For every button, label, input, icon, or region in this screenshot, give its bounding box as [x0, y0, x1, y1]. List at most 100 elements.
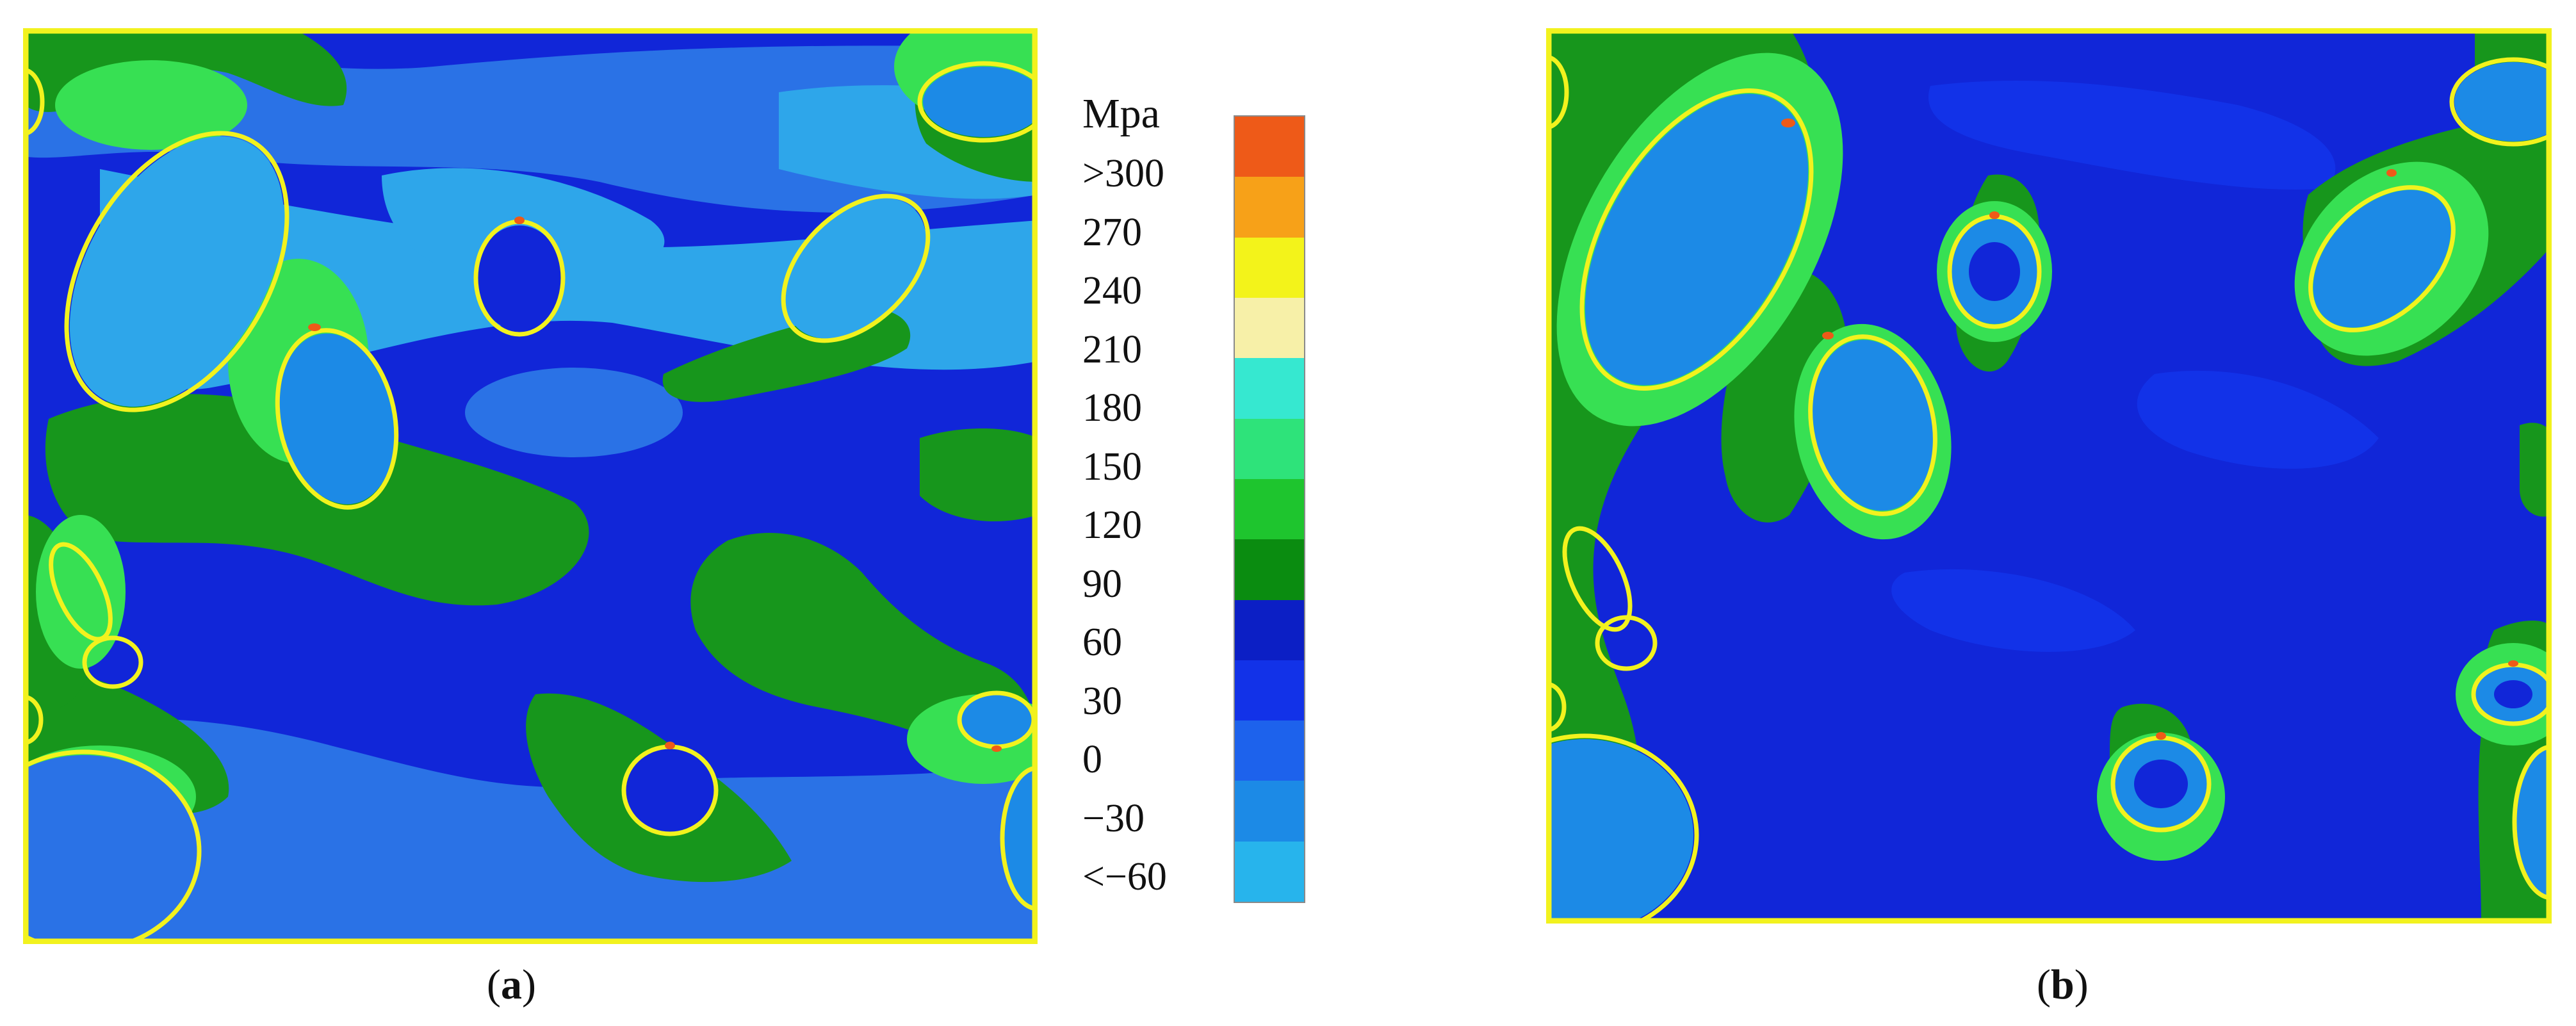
fiber-outline-b6a [1562, 526, 1633, 632]
legend-swatch [1235, 721, 1304, 781]
legend-label: 30 [1082, 679, 1122, 723]
legend-swatch [1235, 177, 1304, 238]
patch-blue-top [1928, 80, 2336, 190]
legend-label: 150 [1082, 444, 1142, 489]
fiber-interior-b4 [1812, 339, 1934, 511]
legend-label: 270 [1082, 210, 1142, 254]
fiber-core-b7 [2134, 760, 2188, 808]
hotspot [514, 216, 525, 224]
zone-green-right-sliver [2520, 423, 2552, 517]
panel-frame-b [1546, 28, 2552, 924]
fiber-outline-b1 [2449, 57, 2552, 147]
fiber-outline-a4 [275, 328, 399, 510]
fiber-interior-a1 [923, 67, 1038, 137]
fiber-interior-b2 [1585, 94, 1809, 386]
fiber-outline-b0 [1546, 54, 1569, 130]
contour-map-a [23, 28, 1038, 944]
legend-swatch [1235, 539, 1304, 600]
fiber-interior-a8 [961, 694, 1032, 745]
legend-label: >300 [1082, 152, 1164, 195]
hotspot [1781, 118, 1795, 127]
legend-swatch [1235, 841, 1304, 902]
fiber-outline-b5 [2308, 185, 2456, 332]
legend-unit: Mpa [1082, 90, 1160, 137]
fiber-interior-b5 [2313, 190, 2451, 328]
legend-label: 90 [1082, 562, 1122, 606]
fiber-interior-a7 [625, 749, 715, 832]
legend-swatch [1235, 358, 1304, 419]
hotspot [665, 742, 675, 749]
caption-letter: b [2050, 961, 2075, 1008]
legend-label: <−60 [1082, 855, 1167, 899]
legend-label: 0 [1082, 738, 1102, 781]
patch-blue-right [2137, 370, 2379, 469]
fiber-outline-a5 [781, 193, 931, 343]
fiber-outline-b2 [1579, 88, 1814, 391]
caption-close: ) [521, 961, 536, 1008]
fiber-interior-a9 [23, 755, 199, 944]
legend-label: 120 [1082, 503, 1142, 547]
legend-label: 60 [1082, 621, 1122, 664]
hotspot [308, 323, 321, 331]
contour-panel-b [1546, 28, 2552, 924]
zone-green-right-edge [920, 428, 1038, 521]
caption-open: ( [2037, 961, 2051, 1008]
patch-blue-center [1891, 569, 2135, 652]
caption-close: ) [2074, 961, 2089, 1008]
fiber-interior-b1 [2454, 62, 2552, 142]
fiber-interior-a2 [69, 136, 284, 407]
fiber-interior-a4 [279, 333, 395, 505]
legend-swatch [1235, 660, 1304, 721]
contour-panel-a [23, 28, 1038, 944]
band-mid-blue-bottom [23, 719, 1038, 944]
legend-swatch [1235, 599, 1304, 660]
fiber-outline-a1 [917, 61, 1038, 143]
legend-swatch [1235, 237, 1304, 298]
contour-map-b [1546, 28, 2552, 924]
halo-fiber-a6 [36, 515, 126, 669]
fiber-interior-a10 [1002, 768, 1038, 909]
fiber-outline-a0 [23, 67, 45, 136]
legend-swatch [1235, 478, 1304, 540]
panel-frame-a [23, 28, 1038, 944]
fiber-outline-b4 [1808, 334, 1937, 516]
fiber-interior-b10 [2515, 747, 2552, 898]
fiber-outline-a6b [82, 635, 143, 689]
fiber-interior-b9 [1546, 739, 1693, 924]
fiber-interior-a5 [785, 198, 926, 339]
fiber-core-b8 [2494, 680, 2532, 708]
legend-label: −30 [1082, 796, 1145, 840]
fiber-outline-a6c [23, 694, 44, 745]
patch-mid-blue-center [465, 368, 683, 457]
legend-swatch [1235, 781, 1304, 842]
hotspot [2508, 660, 2518, 667]
fiber-outline-b10 [2512, 744, 2552, 900]
fiber-outline-b9 [1546, 733, 1699, 924]
caption-open: ( [487, 961, 501, 1008]
legend-swatch [1235, 418, 1304, 479]
caption-panel-a: (a) [487, 961, 536, 1009]
legend-color-bar [1234, 115, 1305, 903]
hotspot [1989, 211, 2000, 219]
hotspot [2156, 732, 2166, 740]
halo-top-left [55, 60, 247, 150]
caption-letter: a [500, 961, 522, 1008]
fiber-outline-b6c [1546, 681, 1567, 733]
legend-label: 180 [1082, 386, 1142, 430]
hotspot [2386, 169, 2397, 177]
legend-labels: >300 270 240 210 180 150 120 90 60 30 0 … [1082, 145, 1211, 907]
fiber-outline-a9 [23, 749, 202, 944]
fiber-interior-a3 [476, 225, 563, 330]
legend-label: 210 [1082, 327, 1142, 371]
legend-swatch [1235, 117, 1304, 177]
fiber-core-b3 [1969, 242, 2020, 301]
caption-panel-b: (b) [2037, 961, 2089, 1009]
hotspot [1822, 332, 1834, 339]
fiber-outline-a10 [1000, 765, 1038, 911]
legend-swatch [1235, 297, 1304, 359]
fiber-outline-b6b [1595, 615, 1658, 671]
zone-green-center-left [45, 394, 589, 606]
legend-label: 240 [1082, 269, 1142, 313]
stress-legend: Mpa >300 270 240 210 180 150 120 90 60 3… [1063, 90, 1332, 909]
fiber-outline-a2 [64, 131, 289, 412]
